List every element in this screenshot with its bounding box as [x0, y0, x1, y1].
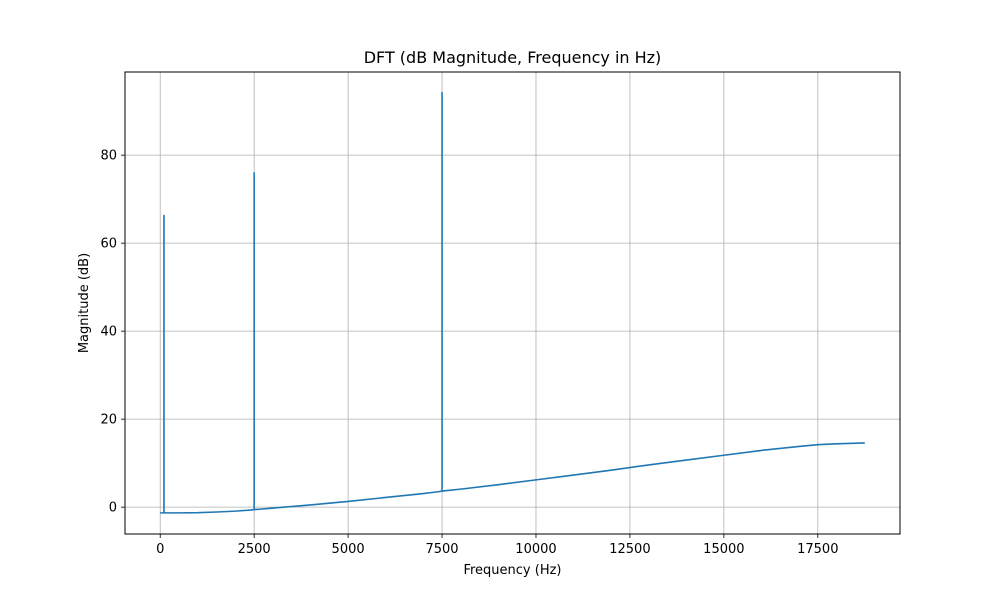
- x-tick-label: 7500: [425, 542, 458, 557]
- x-tick-label: 5000: [332, 542, 365, 557]
- x-tick-label: 0: [156, 542, 164, 557]
- x-tick-label: 10000: [515, 542, 556, 557]
- y-axis-label: Magnitude (dB): [77, 253, 92, 353]
- ticks: 0 2500 5000 7500 10000 12500 15000 17500 0 20 40 60…: [100, 149, 838, 557]
- dft-magnitude-line: [160, 91, 865, 514]
- x-tick-label: 15000: [703, 542, 744, 557]
- y-tick-label: 40: [100, 325, 117, 340]
- y-tick-label: 20: [100, 413, 117, 428]
- x-tick-label: 12500: [609, 542, 650, 557]
- y-tick-label: 0: [109, 501, 117, 516]
- x-tick-label: 2500: [238, 542, 271, 557]
- chart-title: DFT (dB Magnitude, Frequency in Hz): [364, 48, 662, 67]
- data-layer: [160, 91, 865, 514]
- y-tick-label: 60: [100, 237, 117, 252]
- axes-frame: [124, 71, 901, 535]
- x-axis-label: Frequency (Hz): [463, 563, 561, 578]
- y-tick-label: 80: [100, 149, 117, 164]
- x-tick-label: 17500: [797, 542, 838, 557]
